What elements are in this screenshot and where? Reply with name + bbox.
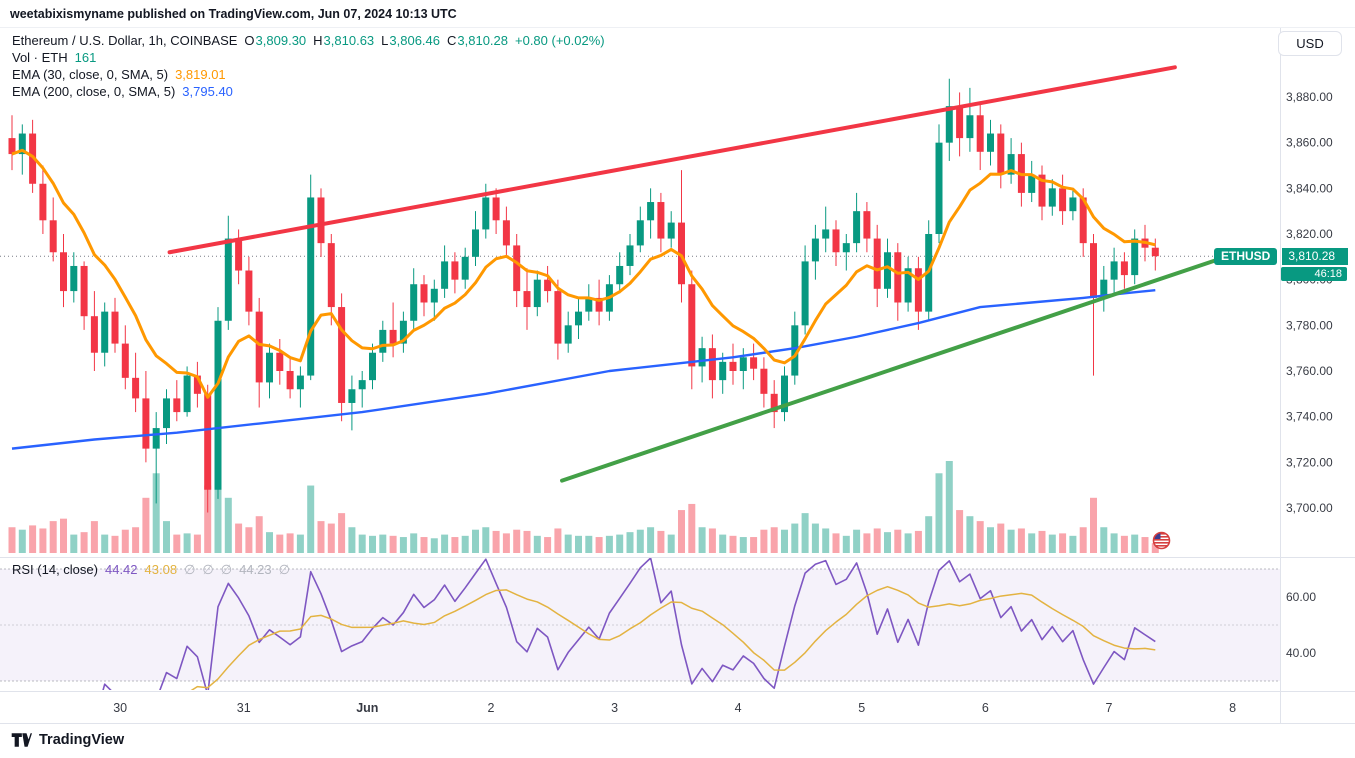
svg-text:7: 7	[1105, 701, 1112, 715]
ema200-value: 3,795.40	[182, 84, 233, 99]
svg-text:5: 5	[858, 701, 865, 715]
ema30-value: 3,819.01	[175, 67, 226, 82]
rsi-hidden-value: 44.23	[239, 562, 272, 577]
rsi-legend: RSI (14, close) 44.42 43.08 ∅ ∅ ∅ 44.23 …	[12, 562, 290, 579]
svg-text:3,780.00: 3,780.00	[1286, 318, 1333, 332]
svg-text:6: 6	[982, 701, 989, 715]
svg-text:3,880.00: 3,880.00	[1286, 90, 1333, 104]
volume-value: 161	[74, 50, 97, 65]
tradingview-logo-icon[interactable]	[10, 731, 32, 749]
svg-text:8: 8	[1229, 701, 1236, 715]
svg-text:31: 31	[237, 701, 251, 715]
rsi-value: 44.42	[104, 562, 138, 577]
bar-countdown: 46:18	[1281, 267, 1347, 281]
svg-text:4: 4	[735, 701, 742, 715]
svg-text:60.00: 60.00	[1286, 590, 1316, 604]
ohlc-high: H 3,810.63	[313, 33, 375, 48]
svg-text:30: 30	[113, 701, 127, 715]
svg-text:2: 2	[487, 701, 494, 715]
rsi-hidden-value: ∅	[202, 562, 214, 577]
rsi-hidden-value: ∅	[278, 562, 290, 577]
svg-text:3,860.00: 3,860.00	[1286, 136, 1333, 150]
symbol-tag-badge[interactable]: ETHUSD	[1214, 248, 1278, 265]
currency-button[interactable]: USD	[1278, 31, 1342, 56]
rsi-hidden-value: ∅	[220, 562, 233, 577]
rsi-indicator-label[interactable]: RSI (14, close)	[12, 562, 98, 577]
attribution-bar: weetabixismyname published on TradingVie…	[10, 7, 457, 21]
symbol-title[interactable]: Ethereum / U.S. Dollar, 1h, COINBASE	[12, 33, 238, 48]
ohlc-low: L 3,806.46	[381, 33, 440, 48]
svg-text:3,820.00: 3,820.00	[1286, 227, 1333, 241]
svg-text:3,700.00: 3,700.00	[1286, 501, 1333, 515]
svg-text:3,720.00: 3,720.00	[1286, 455, 1333, 469]
svg-text:3,840.00: 3,840.00	[1286, 181, 1333, 195]
rsi-hidden-value: ∅	[184, 562, 196, 577]
svg-text:3: 3	[611, 701, 618, 715]
footer: TradingView	[10, 731, 124, 749]
last-price-badge[interactable]: 3,810.28	[1282, 248, 1349, 265]
us-flag-event-icon[interactable]	[1152, 531, 1171, 555]
ema200-indicator-label[interactable]: EMA (200, close, 0, SMA, 5)	[12, 84, 176, 99]
svg-text:40.00: 40.00	[1286, 646, 1316, 660]
tradingview-brand-text[interactable]: TradingView	[39, 732, 125, 748]
ema30-indicator-label[interactable]: EMA (30, close, 0, SMA, 5)	[12, 67, 169, 82]
svg-text:3,760.00: 3,760.00	[1286, 364, 1333, 378]
svg-text:Jun: Jun	[356, 701, 378, 715]
svg-text:3,740.00: 3,740.00	[1286, 410, 1333, 424]
ohlc-close: C 3,810.28	[447, 33, 508, 48]
volume-indicator-label[interactable]: Vol · ETH	[12, 50, 68, 65]
chart-legend: Ethereum / U.S. Dollar, 1h, COINBASE O 3,…	[12, 33, 605, 101]
price-change: +0.80 (+0.02%)	[515, 33, 605, 48]
ohlc-open: O 3,809.30	[244, 33, 307, 48]
rsi-ma-value: 43.08	[144, 562, 178, 577]
